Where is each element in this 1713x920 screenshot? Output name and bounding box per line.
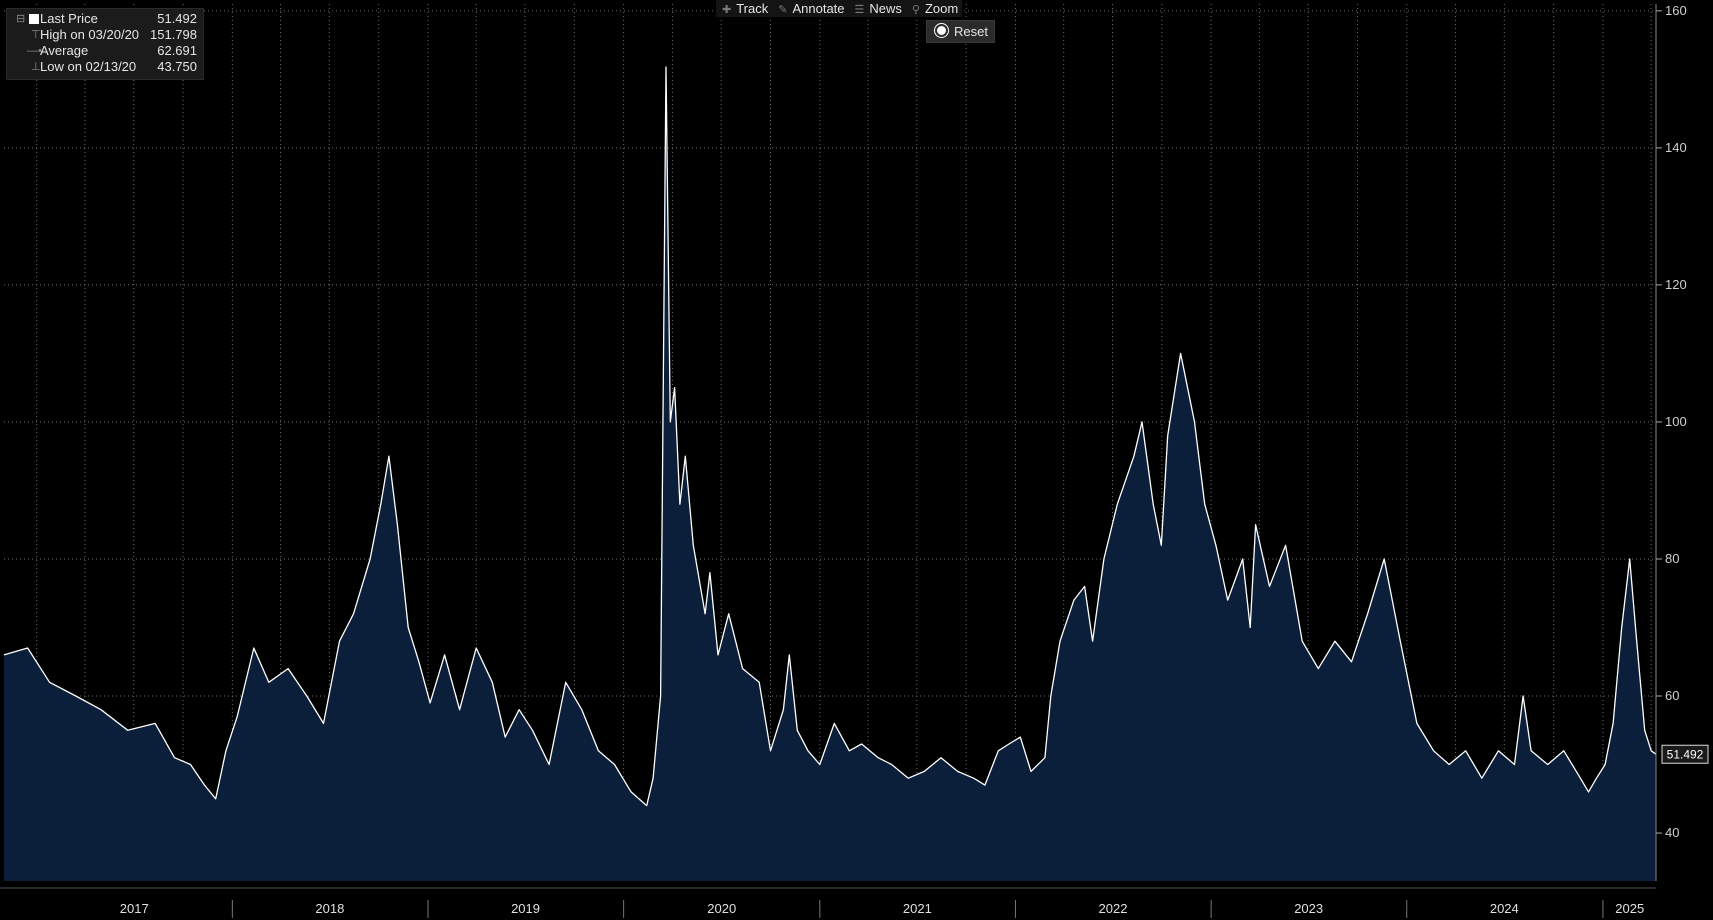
legend-average-value: 62.691 xyxy=(157,43,197,58)
x-tick-label: 2018 xyxy=(315,901,344,916)
reset-label: Reset xyxy=(954,24,988,39)
y-tick-label: 120 xyxy=(1665,277,1687,292)
collapse-icon[interactable]: ⊟ xyxy=(16,13,26,25)
y-tick-label: 100 xyxy=(1665,414,1687,429)
legend-last-price-label: Last Price xyxy=(40,11,98,26)
legend-average-label: Average xyxy=(40,43,89,58)
x-tick-label: 2021 xyxy=(903,901,932,916)
crosshair-icon: ✚ xyxy=(722,4,732,16)
last-price-tag: 51.492 xyxy=(1661,744,1709,764)
annotate-button[interactable]: ✎ Annotate xyxy=(772,0,848,19)
legend-high-label: High on 03/20/20 xyxy=(40,27,140,42)
y-tick-label: 40 xyxy=(1665,825,1679,840)
y-tick-label: 60 xyxy=(1665,688,1679,703)
legend-last-price-row: ⊟ Last Price 51.492 xyxy=(7,11,203,27)
news-icon: ☰ xyxy=(854,4,865,16)
track-label: Track xyxy=(736,1,769,16)
legend-low-value: 43.750 xyxy=(157,59,197,74)
legend-high-row: ⊤ High on 03/20/20 151.798 xyxy=(7,27,203,43)
chart-legend: ⊟ Last Price 51.492 ⊤ High on 03/20/20 1… xyxy=(6,8,204,80)
average-marker-icon: —• xyxy=(27,45,42,57)
x-tick-label: 2025 xyxy=(1615,901,1644,916)
legend-last-price-value: 51.492 xyxy=(157,11,197,26)
reset-button[interactable]: Reset xyxy=(926,20,995,43)
last-price-swatch xyxy=(29,14,39,24)
x-tick-label: 2020 xyxy=(707,901,736,916)
zoom-button[interactable]: ⚲ Zoom xyxy=(906,0,962,19)
x-tick-label: 2022 xyxy=(1099,901,1128,916)
high-marker-icon: ⊤ xyxy=(31,29,41,41)
zoom-label: Zoom xyxy=(924,1,959,16)
x-tick-label: 2017 xyxy=(120,901,149,916)
magnifier-icon: ⚲ xyxy=(911,4,920,16)
chart-toolbar: ✚ Track ✎ Annotate ☰ News ⚲ Zoom xyxy=(716,0,963,19)
x-tick-label: 2019 xyxy=(511,901,540,916)
legend-high-value: 151.798 xyxy=(150,27,197,42)
track-button[interactable]: ✚ Track xyxy=(716,0,772,19)
x-axis: 2017 2018 2019 2020 2021 2022 2023 2024 2025 xyxy=(0,887,1656,918)
last-price-tag-box xyxy=(1661,744,1709,764)
low-marker-icon: ⊥ xyxy=(31,61,41,73)
price-line xyxy=(3,66,1657,807)
x-tick-label: 2024 xyxy=(1490,901,1519,916)
news-button[interactable]: ☰ News xyxy=(849,0,906,19)
y-tick-label: 80 xyxy=(1665,551,1679,566)
y-tick-label: 140 xyxy=(1665,140,1687,155)
pencil-icon: ✎ xyxy=(778,4,788,16)
y-tick-label: 160 xyxy=(1665,3,1687,18)
reset-radio-icon xyxy=(935,24,948,37)
annotate-label: Annotate xyxy=(792,1,845,16)
price-area-fill xyxy=(4,67,1656,881)
x-tick-label: 2023 xyxy=(1294,901,1323,916)
news-label: News xyxy=(869,1,902,16)
y-axis: 40 60 80 100 120 140 160 xyxy=(1655,3,1687,881)
last-price-tag-label: 51.492 xyxy=(1667,748,1704,762)
legend-low-label: Low on 02/13/20 xyxy=(40,59,137,74)
legend-low-row: ⊥ Low on 02/13/20 43.750 xyxy=(7,59,203,75)
legend-average-row: —• Average 62.691 xyxy=(7,43,203,59)
